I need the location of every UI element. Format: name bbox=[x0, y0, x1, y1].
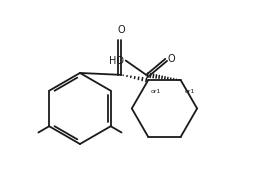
Text: O: O bbox=[117, 25, 125, 35]
Text: or1: or1 bbox=[185, 89, 195, 94]
Text: or1: or1 bbox=[151, 89, 161, 94]
Text: HO: HO bbox=[109, 55, 124, 65]
Text: O: O bbox=[168, 54, 175, 64]
